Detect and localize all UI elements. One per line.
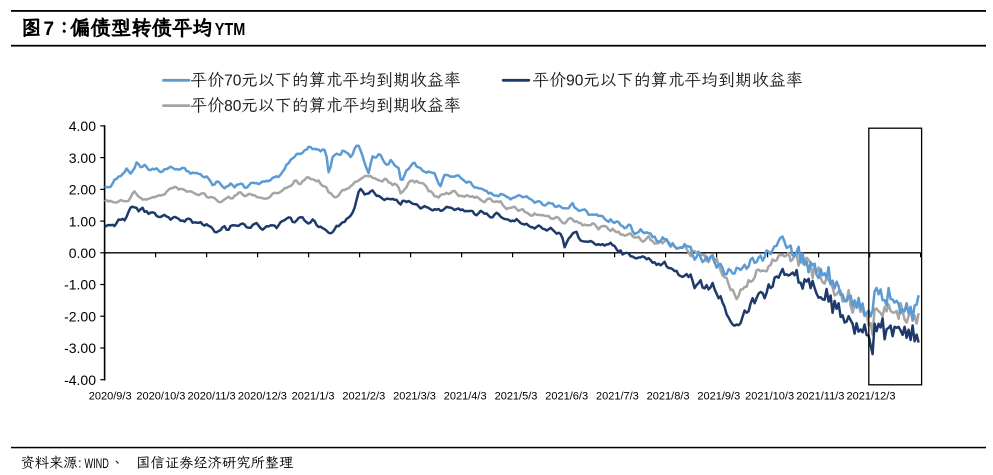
svg-text:2021/3/3: 2021/3/3 [393, 390, 436, 402]
svg-text:3.00: 3.00 [69, 150, 96, 166]
svg-text:2021/6/3: 2021/6/3 [545, 390, 588, 402]
svg-text:2021/4/3: 2021/4/3 [444, 390, 487, 402]
svg-text:2021/8/3: 2021/8/3 [647, 390, 690, 402]
svg-text:0.00: 0.00 [69, 245, 96, 261]
svg-text:70: 70 [224, 73, 242, 90]
svg-text:2021/10/3: 2021/10/3 [745, 390, 794, 402]
svg-text:WIND: WIND [85, 455, 109, 471]
svg-text:-4.00: -4.00 [64, 372, 96, 388]
svg-text:2020/11/3: 2020/11/3 [188, 390, 236, 402]
svg-text:2021/1/3: 2021/1/3 [292, 390, 335, 402]
svg-text::: : [78, 455, 82, 470]
svg-text:2021/7/3: 2021/7/3 [596, 390, 639, 402]
svg-text:2021/2/3: 2021/2/3 [342, 390, 385, 402]
svg-text:2021/5/3: 2021/5/3 [495, 390, 538, 402]
svg-text:-3.00: -3.00 [64, 340, 96, 356]
svg-text:1.00: 1.00 [69, 213, 96, 229]
svg-text:2021/11/3: 2021/11/3 [796, 390, 844, 402]
svg-text:7: 7 [44, 19, 55, 40]
svg-text:2021/12/3: 2021/12/3 [847, 390, 896, 402]
svg-text:2020/12/3: 2020/12/3 [238, 390, 287, 402]
svg-text:2021/9/3: 2021/9/3 [697, 390, 740, 402]
svg-text:YTM: YTM [215, 19, 246, 39]
svg-text:2020/9/3: 2020/9/3 [89, 390, 132, 402]
svg-text:2020/10/3: 2020/10/3 [136, 390, 185, 402]
svg-text:-1.00: -1.00 [64, 277, 96, 293]
svg-text:80: 80 [224, 98, 242, 115]
svg-text:90: 90 [566, 73, 584, 90]
svg-text:4.00: 4.00 [69, 118, 96, 134]
svg-text:2.00: 2.00 [69, 182, 96, 198]
svg-text:-2.00: -2.00 [64, 308, 96, 324]
